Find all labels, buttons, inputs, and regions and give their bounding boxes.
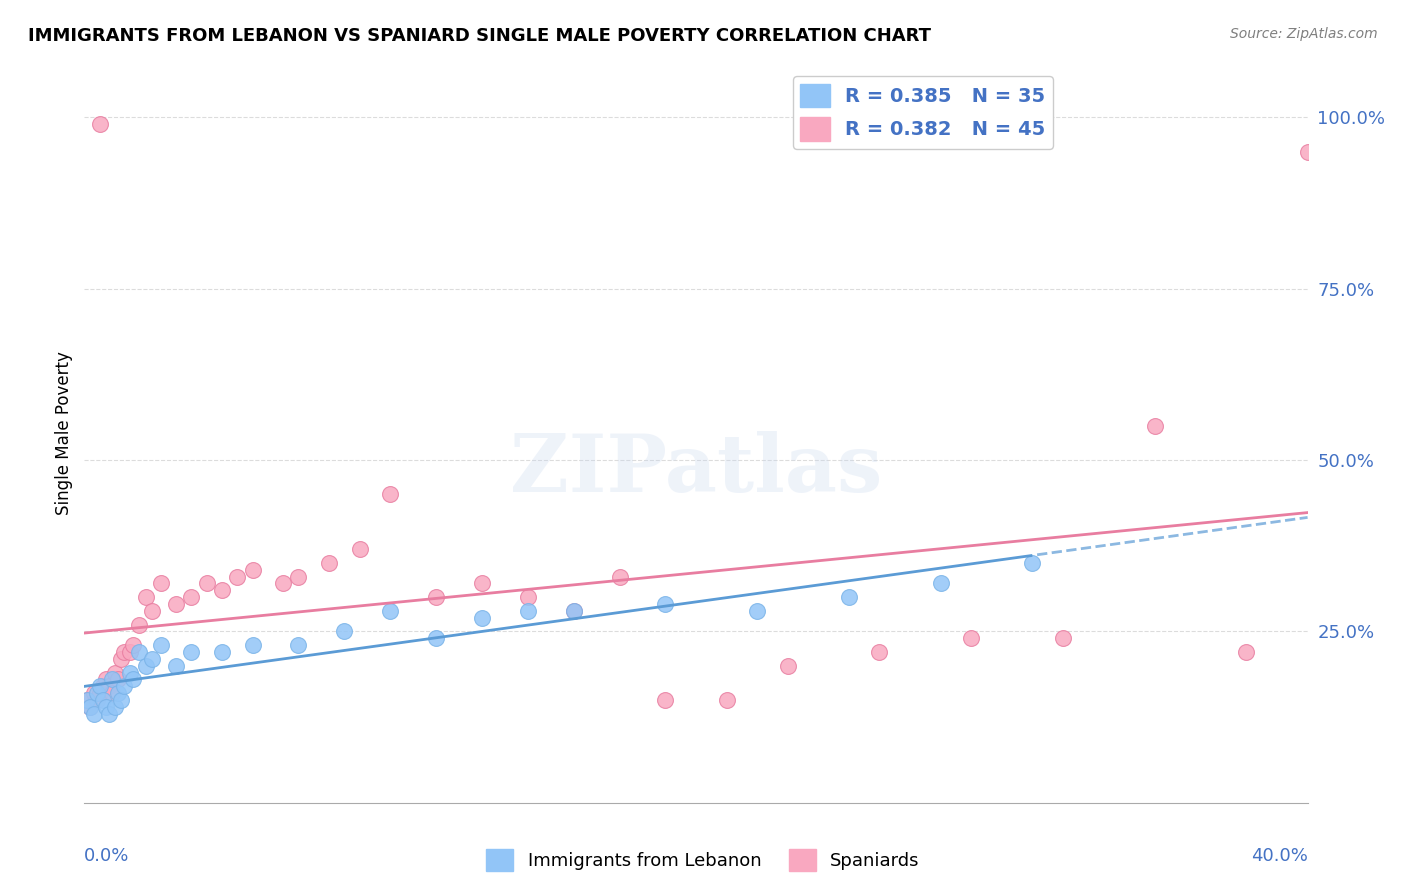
Point	[242, 638, 264, 652]
Point	[79, 699, 101, 714]
Point	[101, 686, 124, 700]
Point	[654, 597, 676, 611]
Point	[91, 679, 114, 693]
Point	[318, 556, 340, 570]
Point	[516, 604, 538, 618]
Point	[122, 638, 145, 652]
Point	[776, 658, 799, 673]
Text: Source: ZipAtlas.com: Source: ZipAtlas.com	[1230, 27, 1378, 41]
Point	[349, 542, 371, 557]
Point	[869, 645, 891, 659]
Point	[425, 632, 447, 646]
Point	[76, 693, 98, 707]
Point	[425, 590, 447, 604]
Point	[86, 693, 108, 707]
Point	[1143, 418, 1166, 433]
Point	[76, 693, 98, 707]
Point	[110, 693, 132, 707]
Point	[149, 638, 172, 652]
Point	[226, 569, 249, 583]
Point	[287, 569, 309, 583]
Point	[79, 699, 101, 714]
Text: IMMIGRANTS FROM LEBANON VS SPANIARD SINGLE MALE POVERTY CORRELATION CHART: IMMIGRANTS FROM LEBANON VS SPANIARD SING…	[28, 27, 931, 45]
Point	[471, 611, 494, 625]
Text: ZIPatlas: ZIPatlas	[510, 431, 882, 508]
Point	[141, 604, 163, 618]
Legend: R = 0.385   N = 35, R = 0.382   N = 45: R = 0.385 N = 35, R = 0.382 N = 45	[793, 76, 1053, 149]
Point	[180, 645, 202, 659]
Point	[91, 693, 114, 707]
Point	[211, 645, 233, 659]
Point	[141, 652, 163, 666]
Point	[716, 693, 738, 707]
Point	[838, 590, 860, 604]
Point	[122, 673, 145, 687]
Point	[271, 576, 294, 591]
Point	[104, 699, 127, 714]
Point	[929, 576, 952, 591]
Point	[89, 679, 111, 693]
Point	[165, 597, 187, 611]
Point	[135, 658, 157, 673]
Point	[128, 645, 150, 659]
Point	[120, 665, 142, 680]
Point	[1021, 556, 1043, 570]
Point	[562, 604, 585, 618]
Point	[380, 604, 402, 618]
Point	[287, 638, 309, 652]
Point	[1234, 645, 1257, 659]
Point	[89, 686, 111, 700]
Text: 0.0%: 0.0%	[84, 847, 129, 865]
Point	[149, 576, 172, 591]
Text: 40.0%: 40.0%	[1251, 847, 1308, 865]
Point	[83, 706, 105, 721]
Point	[101, 673, 124, 687]
Point	[1296, 145, 1319, 159]
Point	[83, 686, 105, 700]
Point	[516, 590, 538, 604]
Point	[654, 693, 676, 707]
Point	[97, 706, 120, 721]
Point	[128, 617, 150, 632]
Point	[562, 604, 585, 618]
Point	[94, 699, 117, 714]
Point	[135, 590, 157, 604]
Point	[211, 583, 233, 598]
Point	[471, 576, 494, 591]
Point	[747, 604, 769, 618]
Point	[333, 624, 356, 639]
Point	[86, 686, 108, 700]
Point	[960, 632, 983, 646]
Point	[112, 645, 135, 659]
Point	[165, 658, 187, 673]
Legend: Immigrants from Lebanon, Spaniards: Immigrants from Lebanon, Spaniards	[479, 842, 927, 879]
Point	[104, 665, 127, 680]
Point	[180, 590, 202, 604]
Point	[94, 673, 117, 687]
Y-axis label: Single Male Poverty: Single Male Poverty	[55, 351, 73, 515]
Point	[89, 117, 111, 131]
Point	[107, 673, 129, 687]
Point	[609, 569, 631, 583]
Point	[195, 576, 218, 591]
Point	[107, 686, 129, 700]
Point	[242, 563, 264, 577]
Point	[112, 679, 135, 693]
Point	[110, 652, 132, 666]
Point	[1052, 632, 1074, 646]
Point	[97, 679, 120, 693]
Point	[380, 487, 402, 501]
Point	[120, 645, 142, 659]
